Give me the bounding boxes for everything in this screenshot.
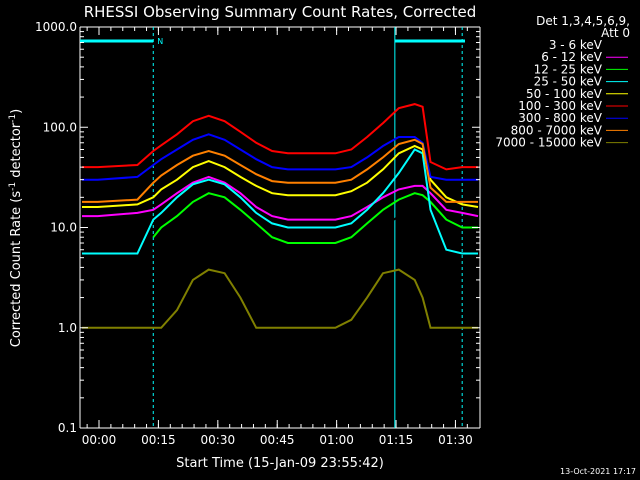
chart-title: RHESSI Observing Summary Count Rates, Co… [84, 3, 477, 21]
legend-label-1: 6 - 12 keV [541, 50, 603, 64]
series-line-1 [82, 175, 479, 221]
y-axis-label: Corrected Count Rate (s-1 detector-1) [8, 109, 24, 347]
y-tick-label: 1000.0 [35, 20, 77, 34]
legend-label-5: 100 - 300 keV [518, 99, 602, 113]
x-axis-label: Start Time (15-Jan-09 23:55:42) [176, 456, 384, 471]
x-tick-label: 00:30 [201, 433, 236, 447]
series-line-3 [82, 148, 478, 255]
y-label-end: ) [9, 109, 24, 114]
y-label-main: Corrected Count Rate (s [9, 191, 24, 348]
legend-label-2: 12 - 25 keV [534, 62, 603, 76]
y-tick-label: 10.0 [50, 221, 77, 235]
series-line-0 [152, 205, 431, 264]
x-tick-label: 00:15 [141, 433, 176, 447]
series-line-6 [82, 133, 478, 181]
series-line-5 [82, 103, 478, 171]
series-line-4 [82, 144, 479, 208]
y-label-mid: detector [9, 122, 24, 182]
y-label-sup1: -1 [8, 182, 18, 191]
footer-date: 13-Oct-2021 17:17 [560, 467, 636, 476]
y-axis-ticks: 0.1 1.0 10.0 100.0 1000.0 [35, 20, 480, 435]
legend-label-8: 7000 - 15000 keV [495, 136, 602, 150]
legend-label-7: 800 - 7000 keV [511, 123, 603, 137]
legend-header-1: Det 1,3,4,5,6,9, [536, 14, 630, 28]
x-tick-label: 01:30 [438, 433, 473, 447]
legend-header-2: Att 0 [601, 26, 630, 40]
x-tick-label: 01:15 [379, 433, 414, 447]
x-tick-label: 00:45 [260, 433, 295, 447]
x-tick-label: 00:00 [82, 433, 117, 447]
y-label-sup2: -1 [8, 114, 18, 123]
x-axis-ticks: 00:00 00:15 00:30 00:45 01:00 01:15 01:30 [82, 27, 473, 447]
y-tick-label: 1.0 [58, 321, 77, 335]
legend-label-4: 50 - 100 keV [526, 87, 603, 101]
series-lines [82, 103, 479, 329]
night-marker-label: N [157, 37, 163, 46]
plot-area [79, 26, 481, 429]
legend-label-3: 25 - 50 keV [534, 75, 603, 89]
legend-label-6: 300 - 800 keV [518, 111, 602, 125]
y-tick-label: 0.1 [58, 421, 77, 435]
orbit-markers: N [80, 27, 465, 428]
x-tick-label: 01:00 [319, 433, 354, 447]
legend-label-0: 3 - 6 keV [549, 38, 603, 52]
series-line-8 [82, 268, 478, 329]
series-line-7 [82, 138, 478, 203]
y-tick-label: 100.0 [43, 120, 77, 134]
series-line-2 [152, 192, 478, 244]
